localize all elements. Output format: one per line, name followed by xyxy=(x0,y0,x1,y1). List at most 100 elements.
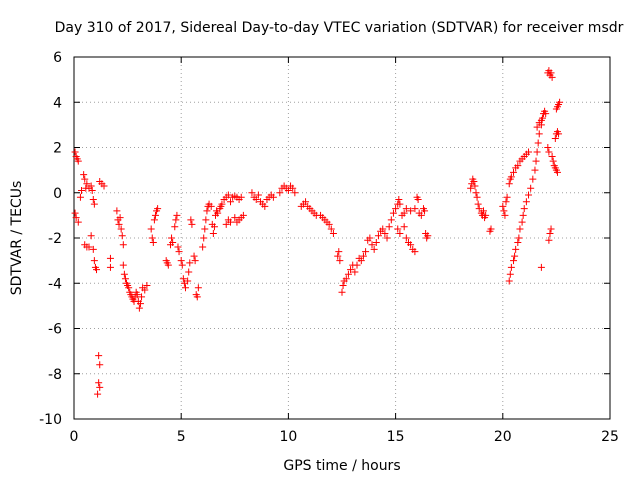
data-point xyxy=(480,207,488,215)
data-point xyxy=(175,248,183,256)
data-point xyxy=(414,196,422,204)
data-point xyxy=(184,277,192,285)
data-point xyxy=(71,148,79,156)
data-point xyxy=(519,211,527,219)
data-point xyxy=(394,225,402,233)
data-point xyxy=(507,263,515,271)
data-point xyxy=(80,171,88,179)
data-point xyxy=(511,252,519,260)
data-point xyxy=(168,234,176,242)
data-point xyxy=(119,261,127,269)
data-point xyxy=(533,123,541,131)
data-point xyxy=(556,98,564,106)
y-tick-label: -10 xyxy=(39,412,62,428)
data-point xyxy=(555,130,563,138)
data-point xyxy=(207,202,215,210)
data-point xyxy=(533,148,541,156)
data-point xyxy=(151,211,159,219)
data-point xyxy=(372,239,380,247)
data-point xyxy=(74,157,82,165)
data-point xyxy=(512,245,520,253)
data-point xyxy=(171,223,179,231)
data-point xyxy=(85,243,93,251)
y-tick-label: 4 xyxy=(53,95,62,111)
data-point xyxy=(505,277,513,285)
data-point xyxy=(120,270,128,278)
data-point xyxy=(344,270,352,278)
data-point xyxy=(549,157,557,165)
data-point xyxy=(149,239,157,247)
y-tick-label: 0 xyxy=(53,186,62,202)
y-axis-label: SDTVAR / TECUs xyxy=(9,181,25,296)
data-point xyxy=(395,196,403,204)
data-point xyxy=(370,245,378,253)
data-point xyxy=(411,205,419,213)
data-point xyxy=(87,182,95,190)
data-point xyxy=(531,166,539,174)
data-point xyxy=(201,225,209,233)
data-point xyxy=(502,198,510,206)
y-axis-ticks: -10 -8 -6 -4 -2 0 2 4 6 xyxy=(39,50,610,428)
data-point xyxy=(113,207,121,215)
data-point xyxy=(185,268,193,276)
data-point xyxy=(276,189,284,197)
data-point xyxy=(381,229,389,237)
data-point xyxy=(181,284,189,292)
data-point xyxy=(227,198,235,206)
data-point xyxy=(74,218,82,226)
data-point xyxy=(387,216,395,224)
data-point xyxy=(179,275,187,283)
data-point xyxy=(90,200,98,208)
data-point xyxy=(172,216,180,224)
data-point xyxy=(202,216,210,224)
data-point xyxy=(500,207,508,215)
data-point xyxy=(473,193,481,201)
data-point xyxy=(289,184,297,192)
grid xyxy=(74,57,610,419)
data-point xyxy=(203,207,211,215)
data-point xyxy=(190,252,198,260)
data-point xyxy=(503,193,511,201)
data-point xyxy=(218,200,226,208)
data-point xyxy=(89,196,97,204)
x-tick-label: 15 xyxy=(387,429,405,445)
data-point xyxy=(417,211,425,219)
data-point xyxy=(117,225,125,233)
data-point xyxy=(505,180,513,188)
data-point xyxy=(222,220,230,228)
data-point xyxy=(362,248,370,256)
x-tick-label: 5 xyxy=(177,429,186,445)
data-point xyxy=(482,211,490,219)
y-tick-label: 6 xyxy=(53,50,62,66)
data-point xyxy=(116,214,124,222)
data-point xyxy=(269,193,277,201)
data-point xyxy=(83,180,91,188)
data-point xyxy=(544,144,552,151)
y-tick-label: -2 xyxy=(48,231,62,247)
data-point xyxy=(96,383,104,391)
data-point xyxy=(389,209,397,217)
data-point xyxy=(72,214,80,222)
data-point xyxy=(471,182,479,190)
data-point xyxy=(193,293,201,301)
data-point xyxy=(385,223,393,231)
data-point xyxy=(547,225,555,233)
data-point xyxy=(87,232,95,240)
data-point xyxy=(366,234,374,242)
data-point xyxy=(119,241,127,249)
data-point xyxy=(261,202,269,210)
data-point xyxy=(177,257,185,265)
data-point xyxy=(551,134,559,142)
data-point xyxy=(227,218,235,226)
data-point xyxy=(169,239,177,247)
data-point xyxy=(467,184,475,192)
data-point xyxy=(224,191,232,199)
data-point xyxy=(499,202,507,210)
data-point xyxy=(553,168,561,176)
data-point xyxy=(529,175,537,183)
data-point xyxy=(210,223,218,231)
data-point xyxy=(392,205,400,213)
data-point xyxy=(90,257,98,265)
data-point xyxy=(338,288,346,296)
